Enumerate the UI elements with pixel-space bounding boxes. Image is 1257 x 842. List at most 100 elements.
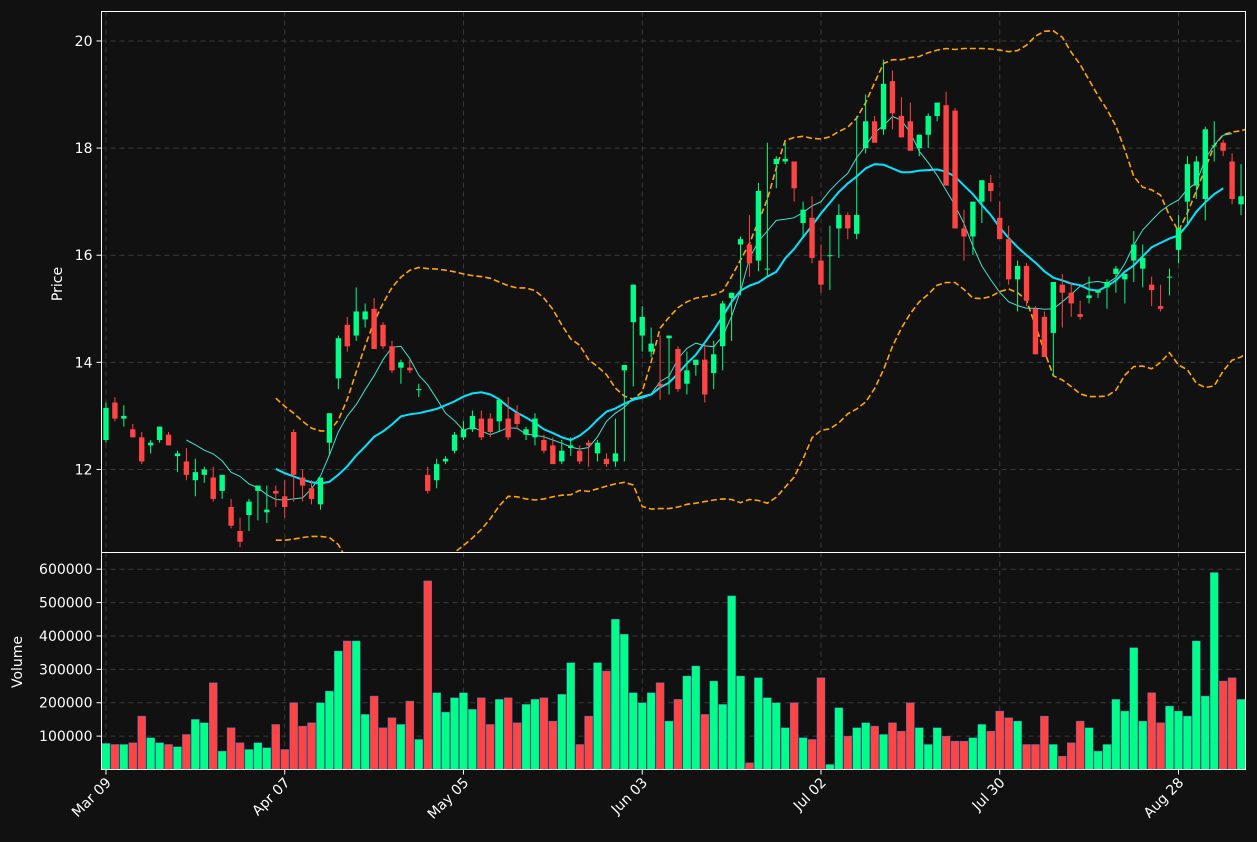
candle-body <box>130 429 136 438</box>
candle <box>237 517 243 548</box>
candle <box>845 212 851 240</box>
volume-bar <box>298 725 307 770</box>
candle <box>997 201 1003 240</box>
candle <box>666 335 672 395</box>
volume-bar <box>1174 710 1183 770</box>
volume-axis-label: Volume <box>10 636 26 688</box>
volume-bar <box>637 702 647 770</box>
candle-body <box>478 418 485 438</box>
candle <box>612 418 619 467</box>
candle-body <box>800 209 806 224</box>
volume-bar <box>1111 699 1121 770</box>
candle-body <box>425 474 431 491</box>
candle <box>505 397 511 441</box>
candle <box>478 410 485 441</box>
volume-bar <box>1192 640 1201 770</box>
candle <box>1059 273 1065 328</box>
candle <box>362 303 368 328</box>
volume-bar <box>736 675 745 770</box>
volume-bar <box>1147 692 1156 770</box>
candle-body <box>675 348 681 390</box>
candle-body <box>433 464 440 481</box>
volume-bar <box>1084 727 1094 770</box>
candle <box>210 466 216 502</box>
bollinger-upper-line <box>275 29 1246 432</box>
volume-bar <box>548 720 558 770</box>
candle-body <box>961 228 967 237</box>
volume-bar <box>816 677 826 770</box>
candle-body <box>273 490 279 494</box>
candle-body <box>1131 244 1137 261</box>
candle <box>630 284 636 387</box>
volume-bar <box>1227 677 1237 770</box>
volume-bar <box>450 697 459 770</box>
candle <box>1032 306 1039 355</box>
candle <box>407 359 413 374</box>
candle <box>532 413 538 446</box>
candle-body <box>1095 290 1101 293</box>
candle-body <box>335 338 342 379</box>
candle <box>103 402 109 443</box>
candle <box>389 340 395 374</box>
volume-bar <box>1209 572 1219 770</box>
candle <box>934 102 940 122</box>
volume-bar <box>521 704 531 770</box>
candle-body <box>1104 282 1110 288</box>
candle-body <box>389 346 395 371</box>
volume-tick-label: 300000 <box>39 662 92 678</box>
volume-bar <box>780 727 790 770</box>
candle <box>442 456 449 465</box>
price-tick-label: 20 <box>75 34 93 50</box>
candle <box>335 335 342 390</box>
candle-body <box>612 453 619 462</box>
candle-body <box>1211 145 1217 147</box>
volume-tick-label: 500000 <box>39 596 92 612</box>
candle-body <box>889 81 896 114</box>
candle <box>576 445 583 465</box>
volume-bar <box>1156 722 1165 770</box>
candle <box>1220 140 1226 157</box>
volume-bar <box>1236 699 1246 770</box>
candle <box>1068 282 1074 317</box>
candle-body <box>809 217 815 258</box>
volume-bar <box>155 742 164 770</box>
volume-bar <box>280 749 289 770</box>
candle-body <box>1059 284 1065 293</box>
volume-bar <box>1040 715 1049 770</box>
candle-body <box>532 418 538 438</box>
candle <box>594 440 601 462</box>
volume-bar <box>1075 720 1085 770</box>
volume-bar <box>387 717 397 770</box>
candle <box>344 316 350 352</box>
volume-bar <box>745 762 754 770</box>
candle <box>559 440 565 465</box>
candle <box>201 466 207 483</box>
candle-body <box>380 324 386 347</box>
candle <box>746 215 753 277</box>
volume-bar <box>1218 680 1228 770</box>
candle-body <box>1113 268 1119 274</box>
candle <box>800 201 806 237</box>
candle <box>818 244 824 293</box>
volume-bar <box>602 670 611 770</box>
volume-tick-label: 600000 <box>39 562 92 578</box>
candle <box>827 225 833 291</box>
candle-body <box>299 477 306 486</box>
candle <box>255 485 261 521</box>
volume-bar <box>325 690 334 770</box>
candle-body <box>1050 282 1057 333</box>
volume-bar <box>691 665 701 770</box>
candle-body <box>737 239 744 245</box>
volume-bar <box>414 739 424 770</box>
candle-body <box>576 450 583 462</box>
price-tick-label: 18 <box>75 141 93 157</box>
candle <box>657 335 663 400</box>
candle <box>1014 260 1021 312</box>
candle-body <box>639 316 645 336</box>
candle <box>353 287 359 341</box>
candle <box>675 346 681 392</box>
candle-body <box>255 485 261 491</box>
candle-body <box>934 102 940 116</box>
candle <box>174 450 181 473</box>
candle-body <box>880 83 887 130</box>
